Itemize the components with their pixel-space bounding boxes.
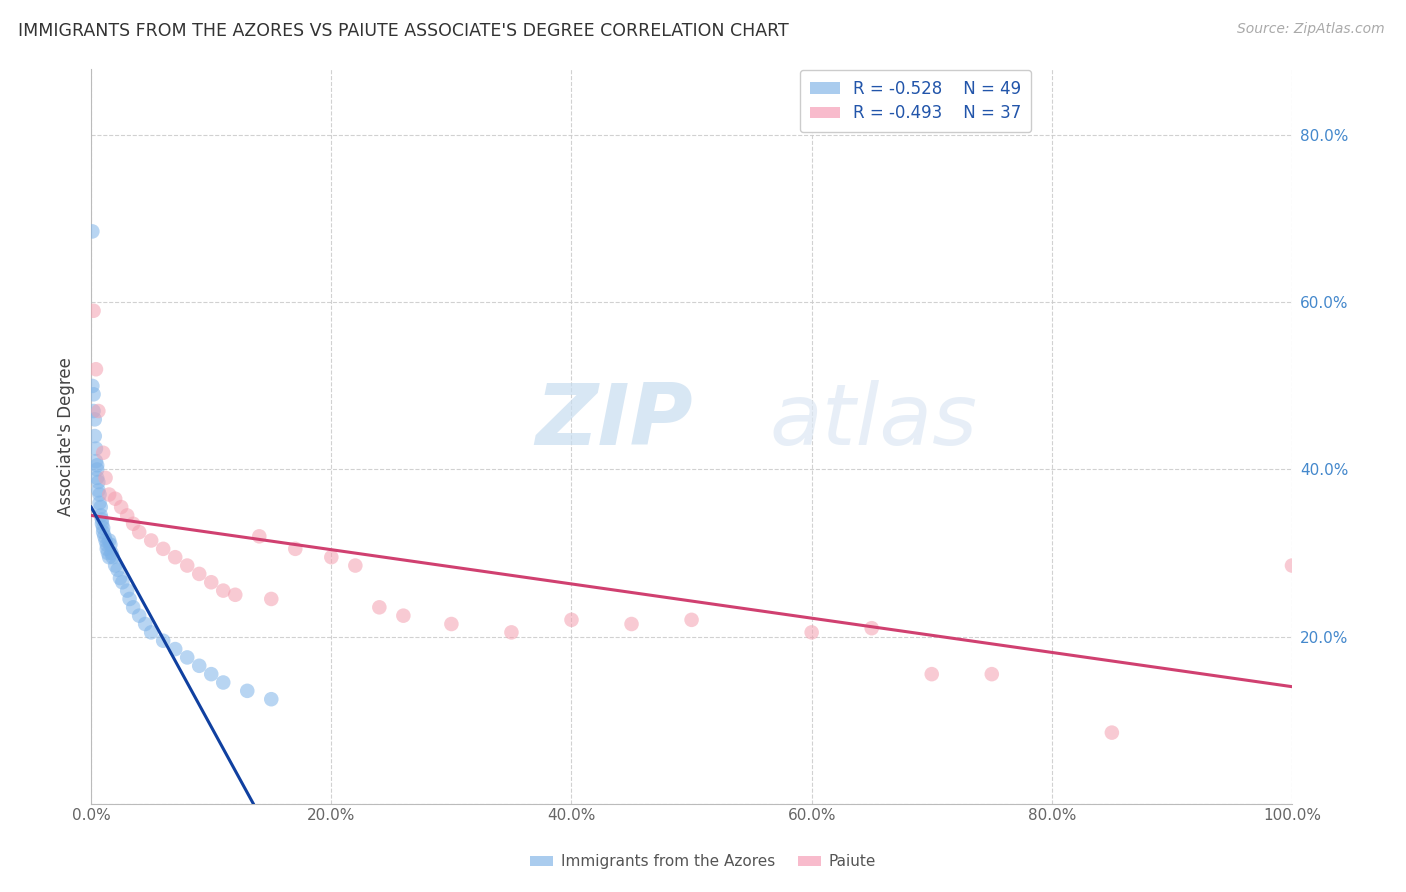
Point <box>152 633 174 648</box>
Point <box>82 224 104 238</box>
Point <box>165 550 187 565</box>
Point <box>91 525 114 540</box>
Point <box>89 496 111 510</box>
Point <box>90 508 112 523</box>
Point <box>83 387 105 401</box>
Point <box>104 558 127 573</box>
Point <box>115 583 138 598</box>
Point <box>93 529 115 543</box>
Point <box>87 483 110 498</box>
Point <box>134 617 156 632</box>
Point <box>165 642 187 657</box>
Point <box>96 541 118 556</box>
Point <box>104 491 127 506</box>
Point <box>86 462 108 476</box>
Point <box>87 404 110 418</box>
Point <box>84 362 107 376</box>
Point <box>260 692 283 706</box>
Text: ZIP: ZIP <box>536 380 693 463</box>
Point <box>176 558 198 573</box>
Point <box>860 621 883 635</box>
Point <box>122 516 145 531</box>
Point <box>122 600 145 615</box>
Point <box>84 442 107 456</box>
Point <box>98 550 121 565</box>
Point <box>115 508 138 523</box>
Point <box>392 608 415 623</box>
Point <box>91 521 114 535</box>
Legend: R = -0.528    N = 49, R = -0.493    N = 37: R = -0.528 N = 49, R = -0.493 N = 37 <box>800 70 1032 132</box>
Point <box>212 675 235 690</box>
Point <box>91 516 114 531</box>
Point <box>681 613 703 627</box>
Point <box>86 471 108 485</box>
Point <box>83 412 105 426</box>
Point <box>236 683 259 698</box>
Point <box>224 588 246 602</box>
Legend: Immigrants from the Azores, Paiute: Immigrants from the Azores, Paiute <box>524 848 882 875</box>
Point <box>89 487 111 501</box>
Point <box>141 533 163 548</box>
Point <box>921 667 943 681</box>
Text: Source: ZipAtlas.com: Source: ZipAtlas.com <box>1237 22 1385 37</box>
Point <box>111 575 134 590</box>
Point <box>128 525 150 540</box>
Point <box>98 487 121 501</box>
Point <box>440 617 463 632</box>
Point <box>247 529 270 543</box>
Point <box>91 513 114 527</box>
Point <box>83 429 105 443</box>
Point <box>83 404 105 418</box>
Point <box>98 538 121 552</box>
Point <box>152 541 174 556</box>
Point <box>188 658 211 673</box>
Point <box>260 591 283 606</box>
Point <box>101 550 124 565</box>
Point <box>98 533 121 548</box>
Point <box>212 583 235 598</box>
Point <box>501 625 523 640</box>
Point <box>200 667 222 681</box>
Point <box>176 650 198 665</box>
Point <box>97 546 120 560</box>
Point <box>100 546 122 560</box>
Point <box>980 667 1002 681</box>
Y-axis label: Associate's Degree: Associate's Degree <box>58 357 75 516</box>
Point <box>284 541 307 556</box>
Point <box>368 600 391 615</box>
Point <box>1281 558 1303 573</box>
Point <box>87 475 110 489</box>
Point <box>1101 725 1123 739</box>
Point <box>141 625 163 640</box>
Point <box>344 558 367 573</box>
Point <box>90 500 112 514</box>
Point <box>321 550 343 565</box>
Point <box>188 566 211 581</box>
Point <box>94 533 117 548</box>
Point <box>118 591 141 606</box>
Point <box>84 454 107 468</box>
Point <box>96 538 118 552</box>
Point <box>86 458 108 473</box>
Point <box>800 625 823 640</box>
Point <box>200 575 222 590</box>
Point <box>107 563 129 577</box>
Point <box>560 613 582 627</box>
Text: atlas: atlas <box>769 380 977 463</box>
Text: IMMIGRANTS FROM THE AZORES VS PAIUTE ASSOCIATE'S DEGREE CORRELATION CHART: IMMIGRANTS FROM THE AZORES VS PAIUTE ASS… <box>18 22 789 40</box>
Point <box>620 617 643 632</box>
Point <box>82 379 104 393</box>
Point <box>110 500 132 514</box>
Point <box>83 303 105 318</box>
Point <box>108 571 131 585</box>
Point <box>94 471 117 485</box>
Point <box>128 608 150 623</box>
Point <box>91 446 114 460</box>
